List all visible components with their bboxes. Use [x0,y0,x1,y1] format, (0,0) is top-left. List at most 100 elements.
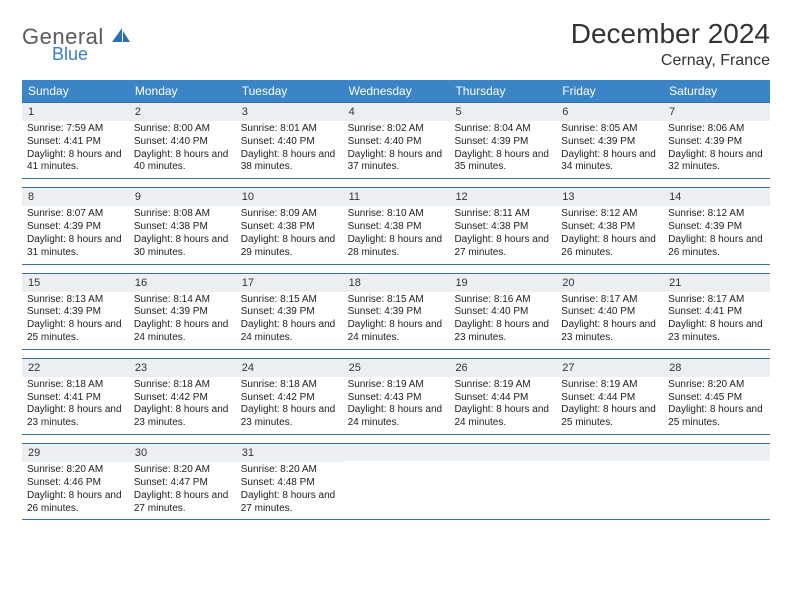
day-cell: 31Sunrise: 8:20 AMSunset: 4:48 PMDayligh… [236,444,343,519]
sunrise-line: Sunrise: 8:05 AM [561,123,658,136]
day-content [343,463,450,513]
day-cell: 5Sunrise: 8:04 AMSunset: 4:39 PMDaylight… [449,103,556,178]
sunrise-line: Sunrise: 8:07 AM [27,208,124,221]
day-cell: 3Sunrise: 8:01 AMSunset: 4:40 PMDaylight… [236,103,343,178]
sunset-line: Sunset: 4:40 PM [241,136,338,149]
day-cell: 10Sunrise: 8:09 AMSunset: 4:38 PMDayligh… [236,188,343,263]
day-cell: 28Sunrise: 8:20 AMSunset: 4:45 PMDayligh… [663,359,770,434]
sunset-line: Sunset: 4:39 PM [668,136,765,149]
sunrise-line: Sunrise: 8:12 AM [561,208,658,221]
sunset-line: Sunset: 4:38 PM [348,221,445,234]
daylight-line: Daylight: 8 hours and 37 minutes. [348,149,445,175]
day-number [556,444,663,461]
daylight-line: Daylight: 8 hours and 35 minutes. [454,149,551,175]
sunrise-line: Sunrise: 8:18 AM [134,379,231,392]
sunset-line: Sunset: 4:39 PM [241,306,338,319]
day-content: Sunrise: 8:05 AMSunset: 4:39 PMDaylight:… [556,123,663,174]
sunset-line: Sunset: 4:41 PM [27,136,124,149]
day-content: Sunrise: 8:11 AMSunset: 4:38 PMDaylight:… [449,208,556,259]
sunrise-line: Sunrise: 8:20 AM [27,464,124,477]
day-number: 18 [343,274,450,292]
day-content: Sunrise: 8:09 AMSunset: 4:38 PMDaylight:… [236,208,343,259]
sunrise-line: Sunrise: 8:19 AM [454,379,551,392]
sail-icon [110,26,132,49]
day-content: Sunrise: 8:10 AMSunset: 4:38 PMDaylight:… [343,208,450,259]
header: General Blue December 2024 Cernay, Franc… [22,18,770,70]
day-content [663,463,770,513]
sunrise-line: Sunrise: 8:17 AM [668,294,765,307]
sunset-line: Sunset: 4:44 PM [561,392,658,405]
weekday-saturday: Saturday [663,80,770,102]
day-content: Sunrise: 8:12 AMSunset: 4:38 PMDaylight:… [556,208,663,259]
day-number: 3 [236,103,343,121]
daylight-line: Daylight: 8 hours and 27 minutes. [241,490,338,516]
day-number: 20 [556,274,663,292]
day-content: Sunrise: 8:02 AMSunset: 4:40 PMDaylight:… [343,123,450,174]
week-row: 8Sunrise: 8:07 AMSunset: 4:39 PMDaylight… [22,187,770,264]
week-row: 1Sunrise: 7:59 AMSunset: 4:41 PMDaylight… [22,102,770,179]
day-cell: 2Sunrise: 8:00 AMSunset: 4:40 PMDaylight… [129,103,236,178]
weekday-wednesday: Wednesday [343,80,450,102]
sunset-line: Sunset: 4:41 PM [27,392,124,405]
day-cell: 21Sunrise: 8:17 AMSunset: 4:41 PMDayligh… [663,274,770,349]
sunrise-line: Sunrise: 8:20 AM [241,464,338,477]
title-block: December 2024 Cernay, France [571,18,770,70]
day-content: Sunrise: 8:17 AMSunset: 4:40 PMDaylight:… [556,294,663,345]
day-cell: 22Sunrise: 8:18 AMSunset: 4:41 PMDayligh… [22,359,129,434]
sunrise-line: Sunrise: 8:19 AM [348,379,445,392]
sunrise-line: Sunrise: 8:17 AM [561,294,658,307]
day-cell: 23Sunrise: 8:18 AMSunset: 4:42 PMDayligh… [129,359,236,434]
day-number: 25 [343,359,450,377]
sunrise-line: Sunrise: 7:59 AM [27,123,124,136]
day-number: 21 [663,274,770,292]
daylight-line: Daylight: 8 hours and 41 minutes. [27,149,124,175]
day-content: Sunrise: 8:08 AMSunset: 4:38 PMDaylight:… [129,208,236,259]
daylight-line: Daylight: 8 hours and 30 minutes. [134,234,231,260]
page-title: December 2024 [571,18,770,50]
day-content: Sunrise: 8:15 AMSunset: 4:39 PMDaylight:… [343,294,450,345]
day-cell: 25 Sunrise: 8:19 AMSunset: 4:43 PMDayligh… [343,359,450,434]
daylight-line: Daylight: 8 hours and 26 minutes. [668,234,765,260]
daylight-line: Daylight: 8 hours and 23 minutes. [241,404,338,430]
day-content: Sunrise: 8:16 AMSunset: 4:40 PMDaylight:… [449,294,556,345]
day-number: 7 [663,103,770,121]
day-number: 13 [556,188,663,206]
weekday-header-row: SundayMondayTuesdayWednesdayThursdayFrid… [22,80,770,102]
day-content: Sunrise: 8:19 AMSunset: 4:44 PMDaylight:… [449,379,556,430]
day-cell [449,444,556,519]
day-number: 26 [449,359,556,377]
daylight-line: Daylight: 8 hours and 24 minutes. [134,319,231,345]
sunrise-line: Sunrise: 8:10 AM [348,208,445,221]
day-cell: 14 Sunrise: 8:12 AMSunset: 4:39 PMDayligh… [663,188,770,263]
sunset-line: Sunset: 4:38 PM [134,221,231,234]
sunrise-line: Sunrise: 8:08 AM [134,208,231,221]
day-content: Sunrise: 8:13 AMSunset: 4:39 PMDaylight:… [22,294,129,345]
daylight-line: Daylight: 8 hours and 32 minutes. [668,149,765,175]
day-number: 22 [22,359,129,377]
daylight-line: Daylight: 8 hours and 26 minutes. [27,490,124,516]
day-cell: 15Sunrise: 8:13 AMSunset: 4:39 PMDayligh… [22,274,129,349]
calendar: SundayMondayTuesdayWednesdayThursdayFrid… [22,80,770,520]
daylight-line: Daylight: 8 hours and 24 minutes. [348,404,445,430]
day-content: Sunrise: 8:20 AMSunset: 4:47 PMDaylight:… [129,464,236,515]
sunrise-line: Sunrise: 8:04 AM [454,123,551,136]
day-cell: 20 Sunrise: 8:17 AMSunset: 4:40 PMDayligh… [556,274,663,349]
day-cell: 11Sunrise: 8:10 AMSunset: 4:38 PMDayligh… [343,188,450,263]
day-cell: 30 Sunrise: 8:20 AMSunset: 4:47 PMDayligh… [129,444,236,519]
daylight-line: Daylight: 8 hours and 25 minutes. [27,319,124,345]
day-number: 30 [129,444,236,462]
sunset-line: Sunset: 4:39 PM [348,306,445,319]
daylight-line: Daylight: 8 hours and 28 minutes. [348,234,445,260]
day-content: Sunrise: 8:06 AMSunset: 4:39 PMDaylight:… [663,123,770,174]
sunset-line: Sunset: 4:40 PM [348,136,445,149]
day-content: Sunrise: 8:12 AMSunset: 4:39 PMDaylight:… [663,208,770,259]
sunrise-line: Sunrise: 8:20 AM [134,464,231,477]
sunset-line: Sunset: 4:46 PM [27,477,124,490]
sunset-line: Sunset: 4:43 PM [348,392,445,405]
daylight-line: Daylight: 8 hours and 24 minutes. [348,319,445,345]
sunrise-line: Sunrise: 8:18 AM [241,379,338,392]
day-number: 14 [663,188,770,206]
sunrise-line: Sunrise: 8:15 AM [348,294,445,307]
day-content: Sunrise: 7:59 AMSunset: 4:41 PMDaylight:… [22,123,129,174]
day-number: 29 [22,444,129,462]
